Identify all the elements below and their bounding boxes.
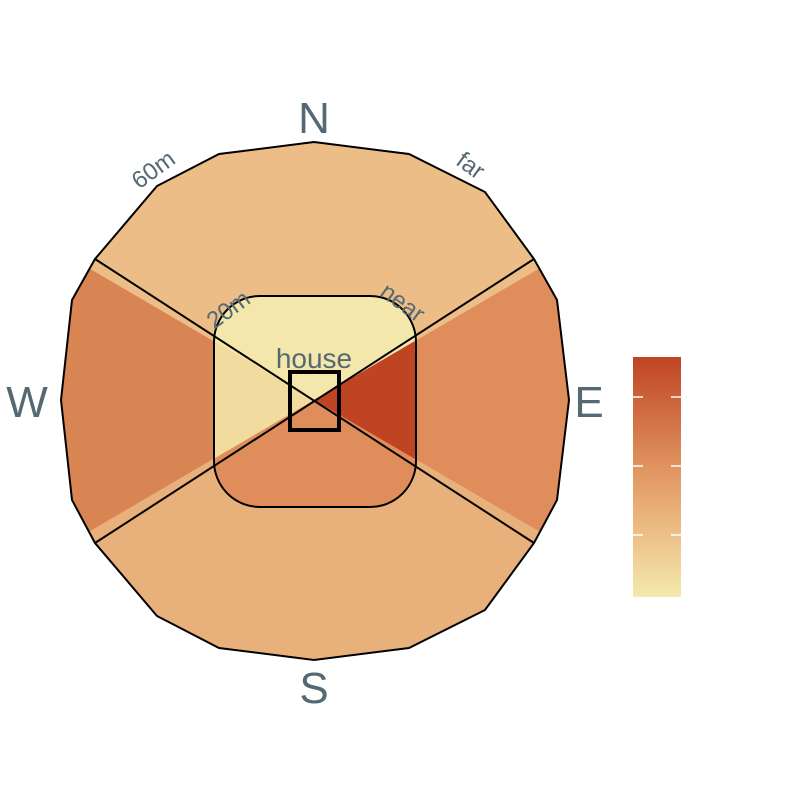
- compass-north-label: N: [298, 94, 330, 143]
- compass-west-label: W: [6, 378, 48, 427]
- outer-north-sector: [61, 142, 569, 400]
- sector-dividers: [94, 258, 535, 544]
- inner-ring-outline: [213, 295, 417, 508]
- divider-ne-sw: [94, 258, 535, 544]
- outer-ring: [61, 142, 569, 660]
- outer-south-sector: [61, 400, 569, 660]
- color-legend: [633, 357, 681, 597]
- house-outline: [288, 370, 341, 432]
- color-legend-bar: [633, 357, 681, 597]
- outer-ring-outline: [59, 140, 571, 662]
- compass-south-label: S: [299, 664, 328, 713]
- house-label: house: [276, 343, 352, 374]
- compass-east-label: E: [574, 378, 603, 427]
